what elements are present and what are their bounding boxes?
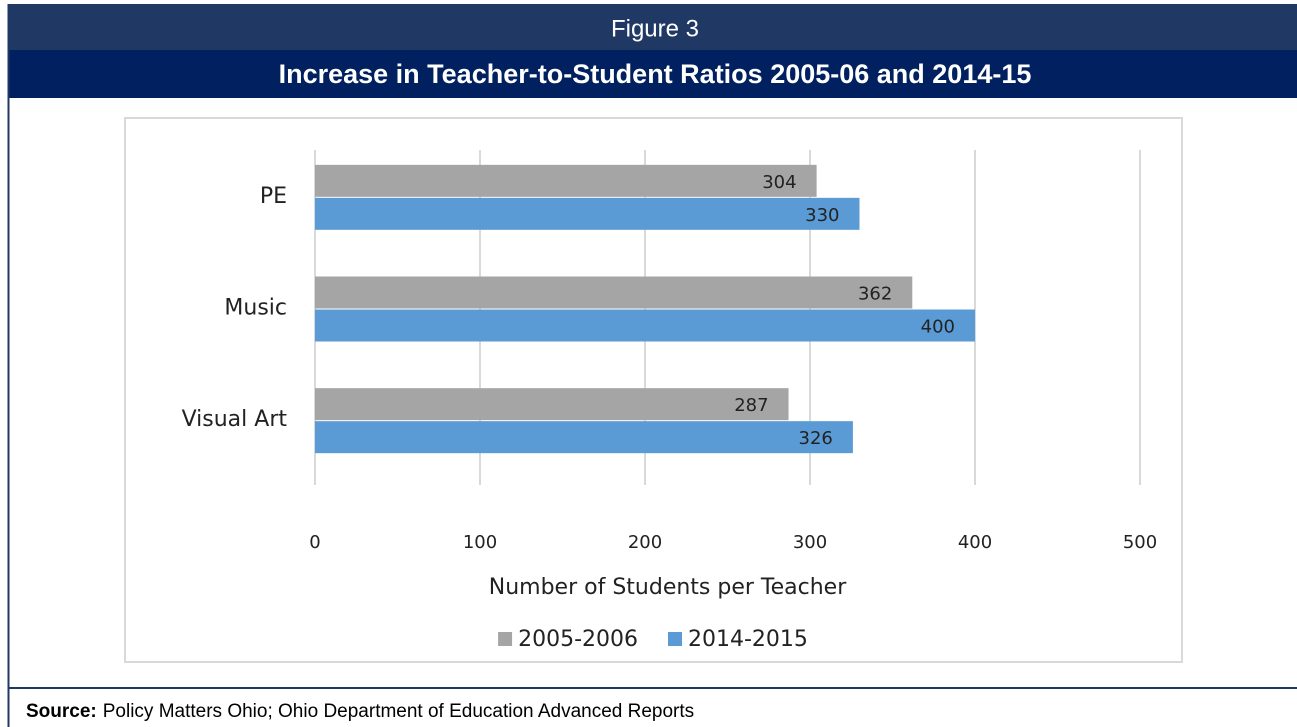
data-label: 304: [762, 172, 796, 193]
y-tick-label: PE: [260, 184, 287, 209]
plot: 0 100 200 300 400 500 PE 304 330 Music 362 400 Visua…: [182, 150, 1157, 652]
y-tick-label: Visual Art: [182, 407, 288, 432]
legend-label: 2005-2006: [518, 627, 638, 652]
source: Source: Policy Matters Ohio; Ohio Departm…: [26, 701, 694, 722]
figure-band: [8, 4, 1297, 50]
y-tick-label: Music: [224, 296, 287, 321]
x-tick-label: 100: [463, 532, 497, 553]
data-label: 287: [734, 395, 768, 416]
legend-swatch: [668, 632, 682, 646]
source-text: Policy Matters Ohio; Ohio Department of …: [103, 701, 694, 722]
x-tick-label: 300: [793, 532, 827, 553]
chart-title: Increase in Teacher-to-Student Ratios 20…: [279, 59, 1032, 89]
source-label: Source:: [26, 701, 97, 722]
data-label: 326: [799, 428, 833, 449]
bar: [315, 276, 913, 309]
data-label: 362: [858, 284, 892, 305]
x-tick-label: 500: [1123, 532, 1157, 553]
legend-label: 2014-2015: [688, 627, 808, 652]
bar: [315, 309, 975, 342]
x-axis-label: Number of Students per Teacher: [489, 575, 847, 600]
bar: [315, 421, 853, 454]
data-label: 330: [805, 205, 839, 226]
bar: [315, 197, 860, 230]
title-band: [8, 50, 1297, 98]
x-tick-label: 200: [628, 532, 662, 553]
x-tick-label: 0: [309, 532, 320, 553]
x-tick-label: 400: [958, 532, 992, 553]
legend-swatch: [498, 632, 513, 646]
bar: [315, 164, 817, 197]
figure-label: Figure 3: [611, 15, 699, 42]
data-label: 400: [921, 317, 955, 338]
bar: [315, 388, 789, 421]
